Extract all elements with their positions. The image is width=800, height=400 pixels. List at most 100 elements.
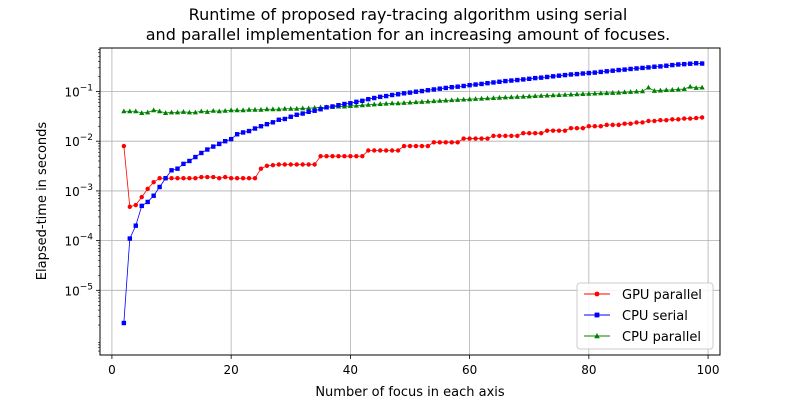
data-point: [586, 124, 592, 129]
data-point: [646, 118, 651, 124]
data-point: [568, 91, 574, 97]
data-point: [484, 95, 491, 101]
data-point: [521, 77, 526, 82]
legend-item: CPU parallel: [584, 330, 701, 345]
data-point: [503, 78, 508, 84]
data-point: [121, 320, 127, 326]
data-point: [348, 101, 353, 106]
data-point: [168, 109, 175, 115]
data-point: [509, 133, 514, 139]
data-point: [300, 111, 305, 116]
legend-label: GPU parallel: [622, 288, 702, 303]
data-point: [586, 90, 592, 96]
data-point: [413, 143, 419, 149]
data-point: [366, 96, 371, 102]
data-point: [467, 96, 473, 102]
data-point: [449, 140, 454, 145]
data-point: [246, 106, 252, 112]
legend-label: CPU serial: [622, 309, 688, 324]
data-point: [562, 128, 568, 133]
data-point: [354, 99, 359, 105]
data-point: [282, 105, 288, 111]
data-point: [622, 67, 627, 72]
data-point: [431, 87, 437, 92]
data-point: [210, 107, 216, 113]
data-point: [353, 102, 359, 108]
data-point: [639, 88, 646, 94]
data-point: [449, 97, 455, 103]
data-point: [234, 176, 240, 181]
data-point: [491, 80, 496, 85]
data-point: [437, 140, 443, 145]
data-point: [503, 133, 508, 139]
data-point: [294, 112, 299, 117]
series-line: [123, 117, 703, 208]
data-point: [478, 95, 485, 101]
data-point: [407, 99, 413, 105]
data-point: [228, 107, 234, 113]
x-axis: 0 20 40 60 80 100: [108, 355, 720, 377]
data-point: [616, 122, 621, 128]
data-point: [496, 94, 503, 100]
data-point: [401, 143, 407, 149]
data-point: [550, 92, 556, 98]
data-point: [687, 116, 693, 121]
data-point: [312, 162, 317, 167]
data-point: [372, 95, 377, 101]
data-point: [490, 95, 497, 100]
data-point: [401, 91, 407, 96]
data-point: [211, 174, 216, 180]
legend-label: CPU parallel: [622, 330, 701, 345]
data-point: [682, 116, 687, 121]
data-point: [616, 67, 621, 73]
data-point: [628, 121, 633, 126]
data-point: [580, 71, 586, 76]
data-point: [264, 121, 270, 127]
data-point: [359, 102, 365, 108]
data-point: [431, 140, 437, 145]
data-point: [622, 89, 628, 95]
data-point: [157, 108, 163, 114]
chart-title-line-2: and parallel implementation for an incre…: [146, 25, 670, 44]
data-point: [377, 101, 383, 107]
data-point: [347, 103, 353, 109]
data-point: [342, 101, 347, 107]
data-point: [187, 176, 192, 181]
data-point: [479, 136, 484, 141]
data-point: [556, 73, 562, 78]
data-point: [258, 166, 264, 171]
data-point: [658, 64, 663, 69]
data-point: [252, 176, 258, 181]
data-point: [574, 125, 580, 131]
data-point: [157, 176, 162, 181]
data-point: [324, 105, 329, 110]
data-point: [425, 88, 431, 93]
data-point: [342, 153, 347, 159]
data-point: [473, 82, 478, 87]
data-point: [294, 105, 300, 111]
data-point: [699, 84, 705, 90]
data-point: [204, 109, 210, 114]
data-point: [127, 108, 133, 114]
x-tick-label: 40: [343, 363, 358, 377]
data-point: [622, 121, 627, 126]
data-point: [175, 176, 180, 181]
legend-item: GPU parallel: [584, 288, 702, 303]
data-point: [270, 162, 276, 168]
data-point: [121, 108, 127, 114]
data-point: [217, 141, 222, 147]
data-point: [318, 107, 323, 112]
data-point: [521, 130, 526, 136]
series-cpu-serial: [121, 61, 705, 326]
data-point: [252, 126, 258, 131]
data-point: [550, 74, 556, 79]
data-point: [425, 98, 431, 104]
data-point: [574, 91, 580, 97]
data-point: [568, 125, 574, 131]
y-tick-label: 10−4: [64, 233, 93, 249]
data-point: [222, 174, 228, 180]
data-point: [276, 162, 282, 167]
legend-box: [576, 282, 714, 350]
y-tick-label: 10−1: [64, 83, 93, 99]
data-point: [485, 80, 490, 86]
